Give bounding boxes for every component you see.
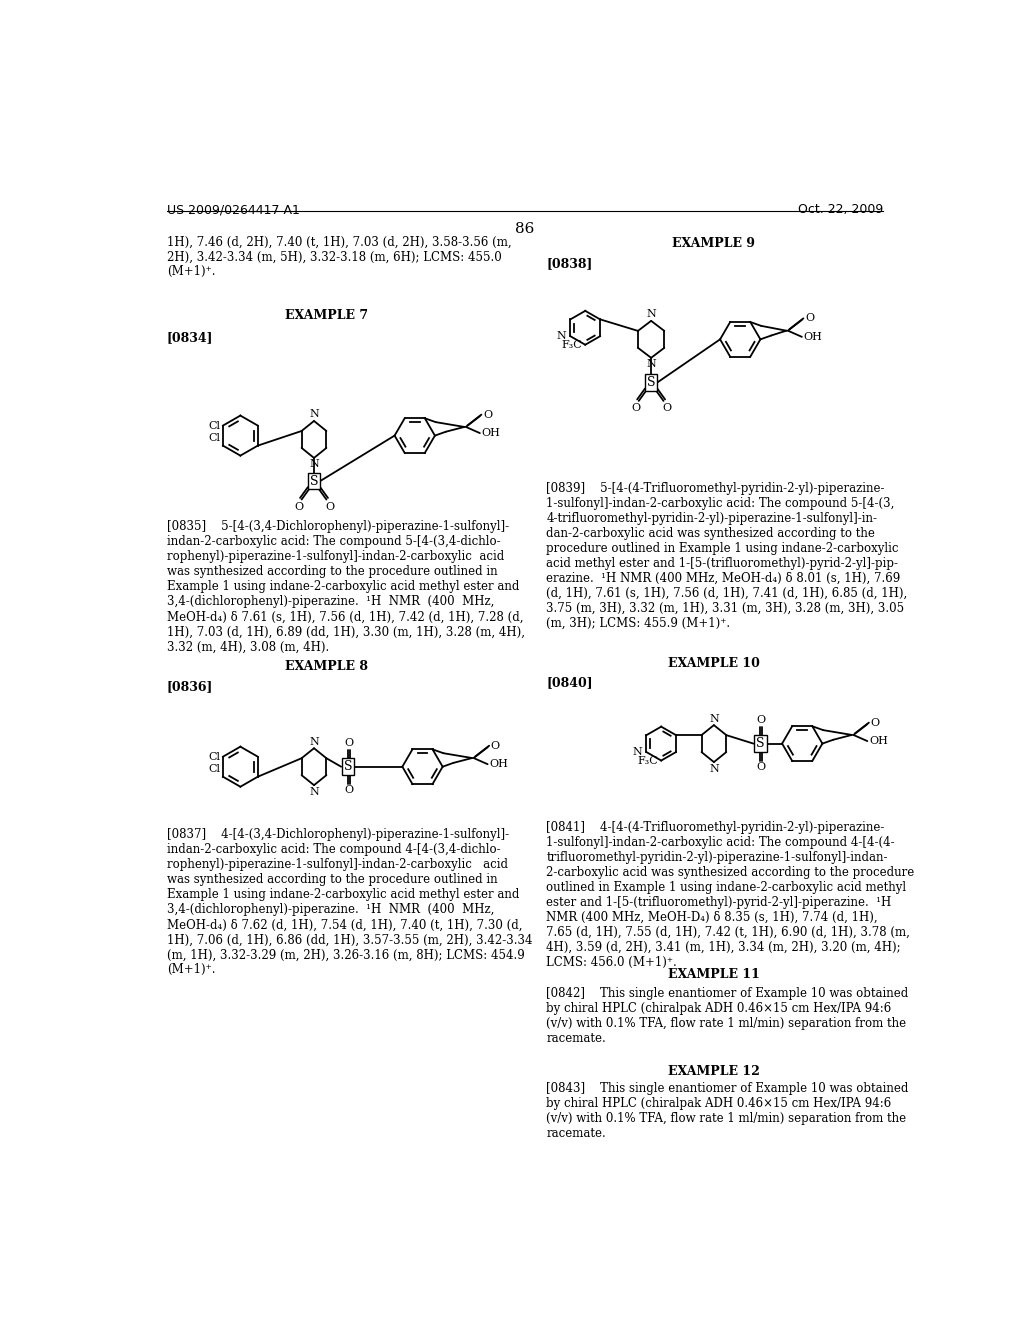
Text: N: N xyxy=(632,747,642,758)
Text: F₃C: F₃C xyxy=(561,339,583,350)
Text: O: O xyxy=(805,313,814,323)
Text: Cl: Cl xyxy=(209,751,220,762)
Text: N: N xyxy=(709,714,719,723)
Text: OH: OH xyxy=(804,331,822,342)
Text: O: O xyxy=(631,404,640,413)
Text: O: O xyxy=(344,785,353,795)
Text: S: S xyxy=(756,737,765,750)
Text: S: S xyxy=(647,376,655,389)
Text: OH: OH xyxy=(481,428,501,438)
Text: N: N xyxy=(556,331,566,342)
Text: EXAMPLE 10: EXAMPLE 10 xyxy=(668,657,760,671)
Text: O: O xyxy=(663,404,671,413)
Text: Cl: Cl xyxy=(209,421,220,430)
Text: Cl: Cl xyxy=(209,764,220,774)
Text: O: O xyxy=(490,741,500,751)
Text: 86: 86 xyxy=(515,222,535,235)
Text: N: N xyxy=(646,359,656,370)
Text: O: O xyxy=(757,762,766,772)
Text: [0839]    5-[4-(4-Trifluoromethyl-pyridin-2-yl)-piperazine-
1-sulfonyl]-indan-2-: [0839] 5-[4-(4-Trifluoromethyl-pyridin-2… xyxy=(547,482,907,630)
Text: O: O xyxy=(325,502,334,512)
Text: Cl: Cl xyxy=(209,433,220,442)
Text: 1H), 7.46 (d, 2H), 7.40 (t, 1H), 7.03 (d, 2H), 3.58-3.56 (m,
2H), 3.42-3.34 (m, : 1H), 7.46 (d, 2H), 7.40 (t, 1H), 7.03 (d… xyxy=(167,235,511,279)
Text: OH: OH xyxy=(489,759,508,770)
Text: O: O xyxy=(870,718,880,727)
Text: EXAMPLE 8: EXAMPLE 8 xyxy=(285,660,368,673)
Text: EXAMPLE 9: EXAMPLE 9 xyxy=(673,238,756,249)
Text: N: N xyxy=(646,309,656,319)
Text: N: N xyxy=(709,763,719,774)
Text: [0838]: [0838] xyxy=(547,257,593,271)
Text: Oct. 22, 2009: Oct. 22, 2009 xyxy=(798,203,883,216)
Text: [0841]    4-[4-(4-Trifluoromethyl-pyridin-2-yl)-piperazine-
1-sulfonyl]-indan-2-: [0841] 4-[4-(4-Trifluoromethyl-pyridin-2… xyxy=(547,821,914,969)
Text: S: S xyxy=(344,760,352,774)
Text: O: O xyxy=(344,738,353,748)
Text: O: O xyxy=(483,409,493,420)
Text: S: S xyxy=(309,474,318,487)
Text: US 2009/0264417 A1: US 2009/0264417 A1 xyxy=(167,203,300,216)
Text: N: N xyxy=(309,409,318,420)
Text: [0840]: [0840] xyxy=(547,676,593,689)
Text: F₃C: F₃C xyxy=(637,755,658,766)
Text: [0842]    This single enantiomer of Example 10 was obtained
by chiral HPLC (chir: [0842] This single enantiomer of Example… xyxy=(547,987,908,1045)
Text: [0836]: [0836] xyxy=(167,681,213,693)
Text: [0835]    5-[4-(3,4-Dichlorophenyl)-piperazine-1-sulfonyl]-
indan-2-carboxylic a: [0835] 5-[4-(3,4-Dichlorophenyl)-piperaz… xyxy=(167,520,524,653)
Text: O: O xyxy=(294,502,303,512)
Text: N: N xyxy=(309,737,318,747)
Text: O: O xyxy=(757,715,766,725)
Text: [0834]: [0834] xyxy=(167,331,213,345)
Text: [0843]    This single enantiomer of Example 10 was obtained
by chiral HPLC (chir: [0843] This single enantiomer of Example… xyxy=(547,1082,909,1140)
Text: [0837]    4-[4-(3,4-Dichlorophenyl)-piperazine-1-sulfonyl]-
indan-2-carboxylic a: [0837] 4-[4-(3,4-Dichlorophenyl)-piperaz… xyxy=(167,829,532,977)
Text: EXAMPLE 12: EXAMPLE 12 xyxy=(668,1065,760,1078)
Text: N: N xyxy=(309,787,318,797)
Text: N: N xyxy=(309,459,318,470)
Text: EXAMPLE 7: EXAMPLE 7 xyxy=(285,309,368,322)
Text: EXAMPLE 11: EXAMPLE 11 xyxy=(668,969,760,982)
Text: OH: OH xyxy=(869,737,888,746)
